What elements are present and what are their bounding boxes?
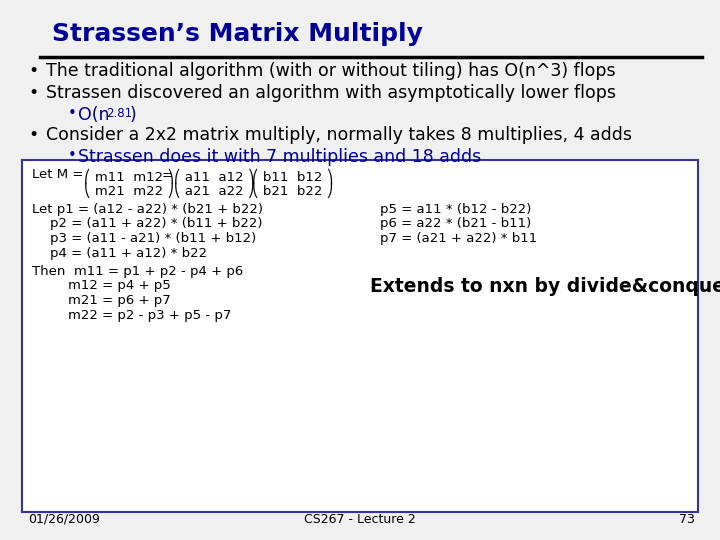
Text: •: • xyxy=(68,106,77,121)
Text: 73: 73 xyxy=(679,513,695,526)
Text: m21 = p6 + p7: m21 = p6 + p7 xyxy=(68,294,171,307)
Text: ): ) xyxy=(130,106,137,124)
Text: ⎛ b11  b12 ⎞: ⎛ b11 b12 ⎞ xyxy=(252,168,333,184)
Text: •: • xyxy=(28,84,38,102)
Text: m22 = p2 - p3 + p5 - p7: m22 = p2 - p3 + p5 - p7 xyxy=(68,308,231,321)
Text: p4 = (a11 + a12) * b22: p4 = (a11 + a12) * b22 xyxy=(50,246,207,260)
FancyBboxPatch shape xyxy=(22,160,698,512)
Text: 2.81: 2.81 xyxy=(106,107,132,120)
Text: 01/26/2009: 01/26/2009 xyxy=(28,513,100,526)
Text: p2 = (a11 + a22) * (b11 + b22): p2 = (a11 + a22) * (b11 + b22) xyxy=(50,218,263,231)
Text: Let M =: Let M = xyxy=(32,168,84,181)
Text: Strassen’s Matrix Multiply: Strassen’s Matrix Multiply xyxy=(52,22,423,46)
Text: •: • xyxy=(68,148,77,163)
Text: Strassen does it with 7 multiplies and 18 adds: Strassen does it with 7 multiplies and 1… xyxy=(78,148,481,166)
Text: p5 = a11 * (b12 - b22): p5 = a11 * (b12 - b22) xyxy=(380,203,531,216)
Text: O(n: O(n xyxy=(78,106,109,124)
Text: Let p1 = (a12 - a22) * (b21 + b22): Let p1 = (a12 - a22) * (b21 + b22) xyxy=(32,203,263,216)
Text: •: • xyxy=(28,62,38,80)
Text: Strassen discovered an algorithm with asymptotically lower flops: Strassen discovered an algorithm with as… xyxy=(46,84,616,102)
Text: Consider a 2x2 matrix multiply, normally takes 8 multiplies, 4 adds: Consider a 2x2 matrix multiply, normally… xyxy=(46,126,632,144)
Text: ⎛ m11  m12 ⎞: ⎛ m11 m12 ⎞ xyxy=(84,168,174,184)
Text: •: • xyxy=(28,126,38,144)
Text: ⎝ m21  m22 ⎠: ⎝ m21 m22 ⎠ xyxy=(84,183,174,198)
Text: =: = xyxy=(162,168,173,182)
Text: ⎛ a11  a12 ⎞: ⎛ a11 a12 ⎞ xyxy=(174,168,254,184)
Text: Then  m11 = p1 + p2 - p4 + p6: Then m11 = p1 + p2 - p4 + p6 xyxy=(32,265,243,278)
Text: p3 = (a11 - a21) * (b11 + b12): p3 = (a11 - a21) * (b11 + b12) xyxy=(50,232,256,245)
Text: p7 = (a21 + a22) * b11: p7 = (a21 + a22) * b11 xyxy=(380,232,537,245)
Text: CS267 - Lecture 2: CS267 - Lecture 2 xyxy=(304,513,416,526)
Text: p6 = a22 * (b21 - b11): p6 = a22 * (b21 - b11) xyxy=(380,218,531,231)
Text: m12 = p4 + p5: m12 = p4 + p5 xyxy=(68,280,171,293)
Text: ⎝ a21  a22 ⎠: ⎝ a21 a22 ⎠ xyxy=(174,183,254,198)
Text: The traditional algorithm (with or without tiling) has O(n^3) flops: The traditional algorithm (with or witho… xyxy=(46,62,616,80)
Text: ⎝ b21  b22 ⎠: ⎝ b21 b22 ⎠ xyxy=(252,183,333,198)
Text: Extends to nxn by divide&conquer: Extends to nxn by divide&conquer xyxy=(370,278,720,296)
